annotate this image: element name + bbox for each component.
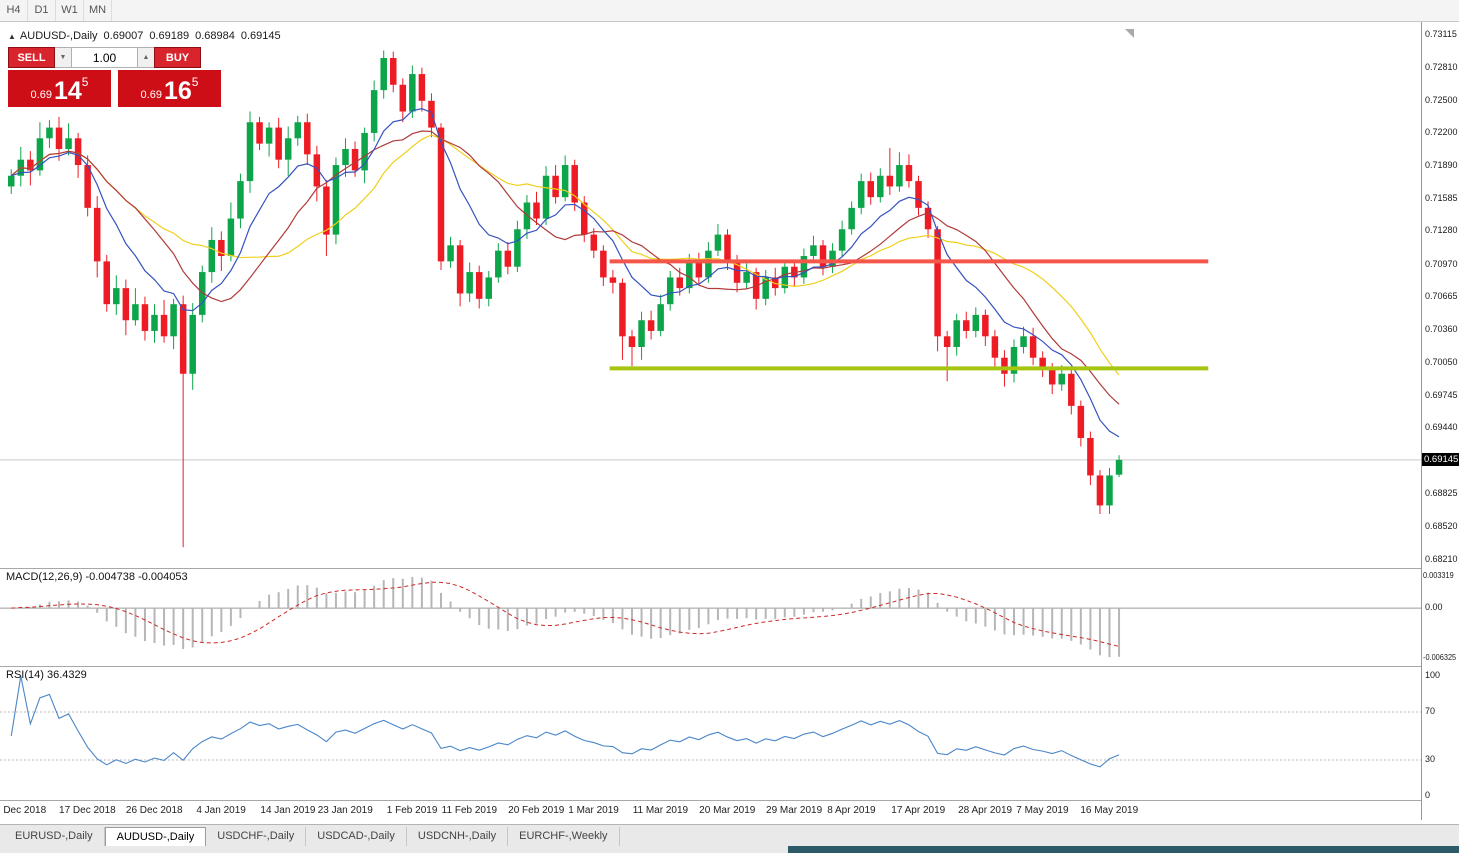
chart-tab-eurusd-daily[interactable]: EURUSD-,Daily bbox=[4, 827, 105, 846]
price-axis-label: 0.70970 bbox=[1425, 258, 1458, 269]
panel-splitter[interactable] bbox=[0, 800, 1459, 801]
chart-tab-usdcad-daily[interactable]: USDCAD-,Daily bbox=[306, 827, 407, 846]
price-axis-label: 0.72200 bbox=[1425, 126, 1458, 137]
ohlc-close: 0.69145 bbox=[240, 30, 281, 42]
ohlc-high: 0.69189 bbox=[149, 30, 190, 42]
buy-price-prefix: 0.69 bbox=[140, 89, 162, 101]
sell-button[interactable]: SELL bbox=[8, 47, 55, 68]
chart-tab-audusd-daily[interactable]: AUDUSD-,Daily bbox=[104, 827, 207, 846]
timeframe-button-d1[interactable]: D1 bbox=[28, 0, 56, 21]
chart-tab-eurchf-weekly[interactable]: EURCHF-,Weekly bbox=[508, 827, 620, 846]
rsi-axis-label: 0 bbox=[1425, 790, 1431, 800]
volume-up-button[interactable]: ▲ bbox=[138, 47, 154, 68]
ma-fast-blue bbox=[11, 108, 1120, 438]
date-axis-label: 11 Mar 2019 bbox=[632, 805, 689, 816]
sell-price-prefix: 0.69 bbox=[30, 89, 52, 101]
date-axis-label: 17 Dec 2018 bbox=[59, 805, 116, 816]
price-axis-label: 0.70665 bbox=[1425, 291, 1458, 302]
chevron-down-icon: ▼ bbox=[59, 54, 67, 61]
panel-splitter[interactable] bbox=[0, 666, 1459, 667]
price-axis-label: 0.71890 bbox=[1425, 160, 1458, 171]
date-axis-label: 29 Mar 2019 bbox=[766, 805, 823, 816]
rsi-axis-label: 70 bbox=[1425, 706, 1436, 716]
rsi-axis-label: 30 bbox=[1425, 754, 1436, 764]
date-axis-label: 26 Dec 2018 bbox=[125, 805, 183, 816]
price-axis-label: 0.70360 bbox=[1425, 323, 1458, 334]
timeframe-buttons: H4 D1 W1 MN bbox=[0, 0, 112, 22]
date-axis-label: 8 Apr 2019 bbox=[827, 805, 876, 816]
chart-tab-usdcnh-daily[interactable]: USDCNH-,Daily bbox=[407, 827, 509, 846]
macd-axis-label: -0.006325 bbox=[1423, 653, 1457, 662]
ma-mid-red bbox=[10, 130, 1120, 405]
timeframe-toolbar: H4 D1 W1 MN bbox=[0, 0, 1459, 22]
chevron-up-icon: ▲ bbox=[142, 54, 150, 61]
volume-input[interactable] bbox=[71, 47, 138, 68]
timeframe-button-h4[interactable]: H4 bbox=[0, 0, 28, 21]
price-axis[interactable]: 0.69145 0.73115 0.72810 0.72500 0.72200 0.71… bbox=[1421, 22, 1459, 820]
timeframe-button-w1[interactable]: W1 bbox=[56, 0, 84, 21]
ohlc-open: 0.69007 bbox=[103, 30, 144, 42]
buy-button[interactable]: BUY bbox=[154, 47, 201, 68]
price-axis-label: 0.73115 bbox=[1425, 29, 1457, 39]
candlestick-chart[interactable] bbox=[0, 22, 1421, 568]
symbol-name: AUDUSD-,Daily bbox=[19, 30, 98, 42]
expand-arrow-icon[interactable]: ▲ bbox=[8, 32, 16, 41]
macd-chart[interactable] bbox=[0, 569, 1421, 665]
timeframe-button-mn[interactable]: MN bbox=[84, 0, 112, 21]
date-axis-label: 7 Dec 2018 bbox=[0, 805, 47, 816]
macd-axis-label: 0.003319 bbox=[1423, 571, 1454, 580]
date-axis-label: 14 Jan 2019 bbox=[260, 805, 316, 816]
candles-layer bbox=[8, 50, 1123, 548]
ma-slow-yellow bbox=[10, 134, 1120, 376]
sell-price-pips: 14 bbox=[53, 77, 82, 105]
status-bar-dark-segment bbox=[788, 846, 1459, 853]
chart-symbol-label: ▲ AUDUSD-,Daily 0.69007 0.69189 0.68984 0.691… bbox=[8, 30, 281, 42]
buy-price-point: 5 bbox=[191, 75, 199, 89]
current-price-tag: 0.69145 bbox=[1422, 452, 1459, 466]
autoscroll-marker-icon[interactable] bbox=[1125, 29, 1134, 38]
rsi-chart[interactable] bbox=[0, 667, 1421, 799]
price-axis-label: 0.69440 bbox=[1425, 422, 1458, 433]
price-axis-label: 0.68825 bbox=[1425, 488, 1458, 499]
price-axis-label: 0.68520 bbox=[1425, 520, 1458, 531]
date-axis-label: 7 May 2019 bbox=[1016, 805, 1069, 816]
price-axis-label: 0.72500 bbox=[1425, 94, 1458, 105]
sell-price-point: 5 bbox=[81, 75, 89, 89]
date-axis-label: 20 Feb 2019 bbox=[508, 805, 565, 816]
date-axis-label: 23 Jan 2019 bbox=[317, 805, 373, 816]
date-axis-label: 28 Apr 2019 bbox=[958, 805, 1013, 816]
buy-price-button[interactable]: 0.69 16 5 bbox=[118, 70, 221, 107]
volume-dropdown-button[interactable]: ▼ bbox=[55, 47, 71, 68]
macd-histogram bbox=[19, 576, 1121, 658]
date-axis-label: 11 Feb 2019 bbox=[441, 805, 498, 816]
buy-price-pips: 16 bbox=[163, 77, 192, 105]
time-axis[interactable]: 7 Dec 2018 17 Dec 2018 26 Dec 2018 4 Jan 20… bbox=[0, 801, 1421, 824]
price-axis-label: 0.68210 bbox=[1425, 554, 1458, 564]
one-click-trading-widget: SELL ▼ ▲ BUY 0.69 14 5 0.69 16 5 bbox=[8, 47, 221, 107]
macd-indicator-label: MACD(12,26,9) -0.004738 -0.004053 bbox=[6, 571, 188, 583]
date-axis-label: 17 Apr 2019 bbox=[891, 805, 946, 816]
price-axis-label: 0.72810 bbox=[1425, 61, 1458, 72]
date-axis-label: 20 Mar 2019 bbox=[699, 805, 756, 816]
sell-price-button[interactable]: 0.69 14 5 bbox=[8, 70, 111, 107]
panel-splitter[interactable] bbox=[0, 568, 1459, 569]
macd-axis-label: 0.00 bbox=[1425, 602, 1443, 613]
price-axis-label: 0.70050 bbox=[1425, 357, 1458, 368]
macd-signal-line bbox=[11, 581, 1120, 647]
date-axis-label: 4 Jan 2019 bbox=[196, 805, 246, 816]
date-axis-label: 1 Feb 2019 bbox=[386, 805, 438, 816]
date-axis-label: 1 Mar 2019 bbox=[568, 805, 619, 816]
price-axis-label: 0.71280 bbox=[1425, 225, 1458, 236]
ohlc-low: 0.68984 bbox=[195, 30, 235, 42]
date-axis-label: 16 May 2019 bbox=[1080, 805, 1139, 816]
rsi-line bbox=[10, 675, 1120, 768]
status-bar bbox=[0, 846, 1459, 853]
rsi-axis-label: 100 bbox=[1425, 670, 1441, 680]
chart-tabbar: EURUSD-,Daily AUDUSD-,Daily USDCHF-,Daily U… bbox=[0, 824, 1459, 846]
chart-tab-usdchf-daily[interactable]: USDCHF-,Daily bbox=[206, 827, 307, 846]
price-axis-label: 0.69745 bbox=[1425, 389, 1458, 400]
price-axis-label: 0.71585 bbox=[1425, 192, 1458, 203]
rsi-indicator-label: RSI(14) 36.4329 bbox=[6, 669, 87, 681]
